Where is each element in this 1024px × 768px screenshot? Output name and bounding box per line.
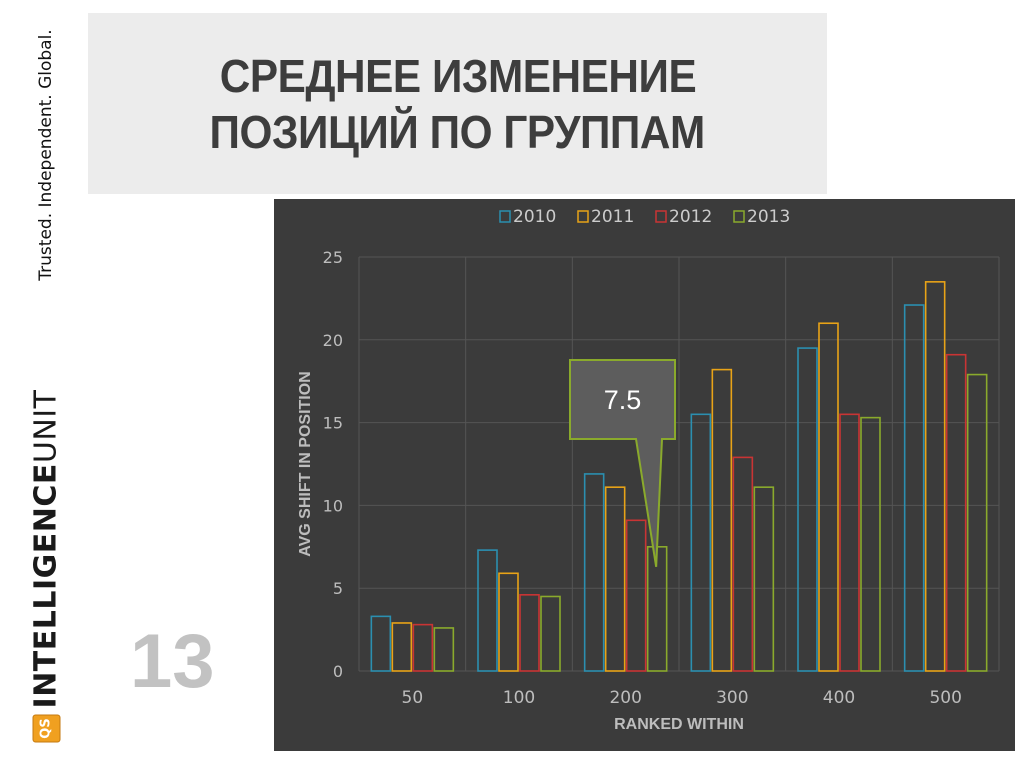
bar	[583, 473, 605, 672]
y-tick-label: 5	[333, 579, 343, 598]
bar	[924, 281, 946, 672]
bar	[477, 549, 498, 672]
x-tick-label: 200	[609, 688, 641, 708]
bar	[860, 416, 881, 672]
legend-swatch	[577, 210, 589, 223]
bar	[818, 322, 839, 672]
bar	[797, 347, 818, 672]
bar	[711, 368, 733, 672]
x-tick-label: 100	[503, 688, 535, 708]
brand-word-light: UNIT	[28, 389, 64, 464]
legend-swatch	[655, 210, 667, 223]
x-tick-label: 400	[823, 688, 855, 708]
bar	[540, 595, 561, 672]
title-line-1: СРЕДНЕЕ ИЗМЕНЕНИЕ	[219, 49, 696, 102]
bar	[625, 519, 647, 672]
slide-title: СРЕДНЕЕ ИЗМЕНЕНИЕ ПОЗИЦИЙ ПО ГРУППАМ	[88, 13, 827, 194]
y-tick-label: 20	[323, 331, 343, 350]
y-axis-title: AVG SHIFT IN POSITION	[297, 371, 314, 557]
brand-word-bold: INTELLIGENCE	[28, 463, 64, 709]
x-tick-label: 500	[929, 688, 961, 708]
bar	[412, 623, 434, 672]
chart-panel: 0 5 10 15 20 25 50 100 200 300 400 500 RANKED WITHIN…	[274, 199, 1015, 751]
x-tick-label: 300	[716, 688, 748, 708]
callout-label: 7.5	[604, 385, 642, 415]
x-axis-title: RANKED WITHIN	[614, 716, 744, 733]
brand-wordmark: INTELLIGENCEUNIT	[29, 390, 64, 709]
bar	[391, 622, 413, 672]
bar	[732, 456, 754, 672]
y-tick-label: 15	[323, 414, 343, 433]
bar	[433, 627, 455, 672]
bar	[945, 353, 967, 672]
bar-chart: 0 5 10 15 20 25 50 100 200 300 400 500 RANKED WITHIN…	[297, 207, 1000, 733]
bar	[519, 594, 540, 672]
bar	[903, 304, 925, 672]
y-tick-label: 25	[323, 248, 343, 267]
y-tick-label: 10	[323, 496, 343, 515]
legend-label: 2012	[669, 207, 712, 227]
bar	[753, 486, 775, 672]
legend-swatch	[499, 210, 511, 223]
legend-label: 2011	[591, 207, 634, 227]
legend-label: 2013	[747, 207, 790, 227]
x-tick-label: 50	[402, 688, 424, 708]
tagline: Trusted. Independent. Global.	[36, 29, 56, 281]
bar	[604, 486, 626, 672]
qs-logo-icon: QS	[32, 714, 60, 743]
bar	[966, 373, 988, 672]
bar	[690, 413, 712, 672]
title-line-2: ПОЗИЦИЙ ПО ГРУППАМ	[209, 105, 706, 158]
brand-logo-block: QS INTELLIGENCEUNIT	[29, 390, 64, 743]
page-number: 13	[130, 619, 215, 704]
bar	[498, 572, 519, 672]
y-tick-label: 0	[333, 662, 343, 681]
bar	[370, 615, 392, 672]
legend-label: 2010	[513, 207, 556, 227]
callout-box	[569, 359, 676, 567]
legend-swatch	[733, 210, 745, 223]
bar	[839, 413, 860, 672]
